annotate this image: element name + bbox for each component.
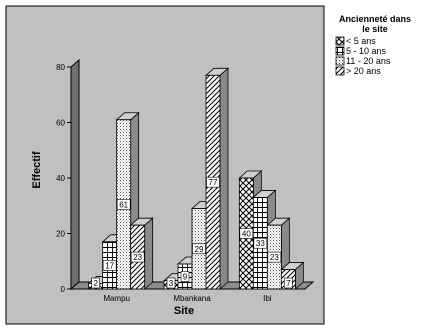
bar: 23 [129,217,154,290]
y-axis-ticks: 0 20 40 60 80 [56,63,71,294]
data-label: 77 [209,178,218,187]
data-label-box [192,243,206,255]
legend-item: > 20 ans [335,66,381,76]
data-label: 23 [133,253,142,262]
left-wall [70,58,80,291]
legend-label: 5 - 10 ans [346,46,387,56]
bars: 2 17 61 23 39 29 77 40 33 23 7 [87,67,305,290]
legend-title-line-2: le site [362,24,388,34]
data-label-box [267,251,282,263]
legend-swatch [335,46,345,56]
data-label-box [239,228,254,239]
bar-group: 2 17 61 23 [87,111,154,290]
x-axis-title: Site [174,305,194,317]
data-label: 61 [119,200,128,209]
legend-swatch [335,56,345,66]
legend-item: 11 - 20 ans [335,56,391,66]
legend-label: < 5 ans [346,36,376,46]
legend-swatch [335,36,345,46]
legend-swatch [335,66,345,76]
bar: 7 [280,261,305,290]
y-tick-label: 80 [56,63,65,72]
data-label-box [180,271,190,282]
legend-item: 5 - 10 ans [335,46,387,56]
y-tick-label: 20 [56,230,65,239]
data-label: 29 [195,245,204,254]
data-label: 40 [242,230,251,239]
y-axis-title: Effectif [31,151,43,189]
data-label-box [206,176,220,188]
legend-item: < 5 ans [335,36,376,46]
legend-label: > 20 ans [346,66,381,76]
data-label-box [253,237,268,249]
y-tick-label: 0 [61,285,66,294]
data-label: 7 [286,279,291,288]
data-label: 33 [256,239,265,248]
data-label-box [91,277,100,289]
y-tick-label: 60 [56,119,65,128]
data-label-box [102,260,117,271]
legend-label: 11 - 20 ans [346,56,391,66]
bar: 77 [204,67,230,290]
data-label-box [130,251,145,263]
data-label: 2 [93,279,98,288]
x-tick-label: Ibi [263,294,272,303]
legend-title-line-1: Ancienneté dans [339,14,411,24]
data-label-box [116,199,131,210]
data-label: 9 [183,273,188,282]
y-tick-label: 40 [56,174,65,183]
x-tick-label: Mampu [103,294,130,303]
bar-group: 39 29 77 [162,67,230,290]
x-axis-tick-labels: Mampu Mbankana Ibi [103,294,271,303]
data-label: 3 [169,279,174,288]
data-label-box [284,277,293,289]
data-label: 17 [105,261,114,270]
bar-group: 40 33 23 7 [238,170,305,290]
x-tick-label: Mbankana [173,294,211,303]
bar-side [144,217,154,290]
data-label-box [166,277,176,289]
bar-side [219,67,229,290]
data-label: 23 [270,253,279,262]
